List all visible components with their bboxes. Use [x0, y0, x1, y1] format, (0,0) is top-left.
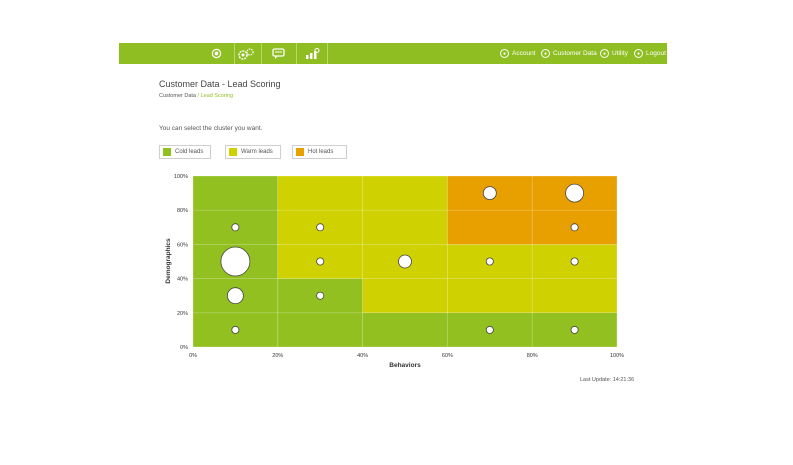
x-tick-label-5: 100%: [610, 353, 624, 359]
grid-layer: [192, 175, 618, 348]
x-tick-label-1: 20%: [272, 353, 283, 359]
nav-utility-label: Utility: [612, 50, 628, 57]
nav-logout-label: Logout: [646, 50, 666, 57]
cluster-point-8[interactable]: [485, 325, 494, 334]
hot-leads-button[interactable]: Hot leads: [292, 145, 347, 159]
gears-icon[interactable]: [231, 43, 262, 64]
breadcrumb: Customer Data / Lead Scoring: [159, 93, 233, 99]
nav-customer-data-label: Customer Data: [553, 50, 597, 57]
warm-leads-swatch: [229, 148, 237, 156]
cold-leads-label: Cold leads: [175, 149, 204, 155]
y-tick-label-3: 60%: [177, 242, 188, 248]
cold-leads-swatch: [163, 148, 171, 156]
cluster-point-3[interactable]: [231, 223, 240, 232]
breadcrumb-root[interactable]: Customer Data: [159, 93, 196, 99]
nav-logout[interactable]: ● Logout: [634, 43, 666, 64]
warm-leads-label: Warm leads: [241, 149, 273, 155]
cluster-point-5[interactable]: [316, 257, 325, 266]
top-navigation-bar: ● Account ● Customer Data ● Utility ● Lo…: [119, 43, 667, 64]
hot-leads-swatch: [296, 148, 304, 156]
points-layer: [220, 183, 584, 334]
x-tick-label-4: 80%: [527, 353, 538, 359]
y-tick-label-5: 100%: [174, 174, 188, 180]
page-title: Customer Data - Lead Scoring: [159, 79, 281, 89]
y-ticks-layer: 0% 20% 40% 60% 80% 100%: [174, 174, 188, 351]
x-axis-label: Behaviors: [389, 362, 421, 369]
x-tick-label-3: 60%: [442, 353, 453, 359]
zone-hot-6[interactable]: [447, 176, 617, 245]
cluster-point-1[interactable]: [226, 287, 244, 305]
cluster-point-13[interactable]: [570, 223, 579, 232]
analytics-icon[interactable]: [297, 43, 328, 64]
cluster-point-0[interactable]: [231, 325, 240, 334]
nav-account-label: Account: [512, 50, 536, 57]
y-tick-label-2: 40%: [177, 277, 188, 283]
user-circle-icon: ●: [500, 49, 509, 58]
zone-warm-5[interactable]: [447, 244, 617, 313]
power-icon[interactable]: [199, 43, 235, 64]
x-tick-label-2: 40%: [357, 353, 368, 359]
tools-circle-icon: ●: [600, 49, 609, 58]
y-tick-label-1: 20%: [177, 311, 188, 317]
cluster-point-2[interactable]: [220, 246, 251, 277]
chat-icon[interactable]: [262, 43, 297, 64]
logout-circle-icon: ●: [634, 49, 643, 58]
y-tick-label-0: 0%: [180, 345, 188, 351]
cluster-point-14[interactable]: [565, 183, 584, 203]
y-tick-label-4: 80%: [177, 208, 188, 214]
cluster-point-10[interactable]: [482, 186, 497, 201]
zone-cold-1[interactable]: [277, 278, 363, 347]
cluster-point-9[interactable]: [485, 257, 494, 266]
cluster-point-7[interactable]: [398, 254, 412, 269]
cluster-point-11[interactable]: [570, 325, 579, 334]
breadcrumb-current: Lead Scoring: [200, 93, 234, 99]
database-circle-icon: ●: [541, 49, 550, 58]
cluster-hint-text: You can select the cluster you want.: [159, 125, 263, 132]
nav-customer-data[interactable]: ● Customer Data: [541, 43, 597, 64]
warm-leads-button[interactable]: Warm leads: [225, 145, 281, 159]
x-ticks-layer: 0% 20% 40% 60% 80% 100%: [189, 353, 624, 359]
cold-leads-button[interactable]: Cold leads: [159, 145, 211, 159]
x-tick-label-0: 0%: [189, 353, 197, 359]
cluster-point-6[interactable]: [316, 223, 325, 232]
zone-warm-4[interactable]: [362, 176, 448, 313]
last-update-text: Last Update: 14:21:36: [580, 377, 635, 383]
cluster-point-4[interactable]: [316, 291, 325, 300]
nav-account[interactable]: ● Account: [500, 43, 536, 64]
hot-leads-label: Hot leads: [308, 149, 334, 155]
cluster-point-12[interactable]: [570, 257, 579, 266]
nav-utility[interactable]: ● Utility: [600, 43, 628, 64]
y-axis-label: Demographics: [165, 238, 172, 284]
breadcrumb-separator: /: [196, 93, 201, 99]
